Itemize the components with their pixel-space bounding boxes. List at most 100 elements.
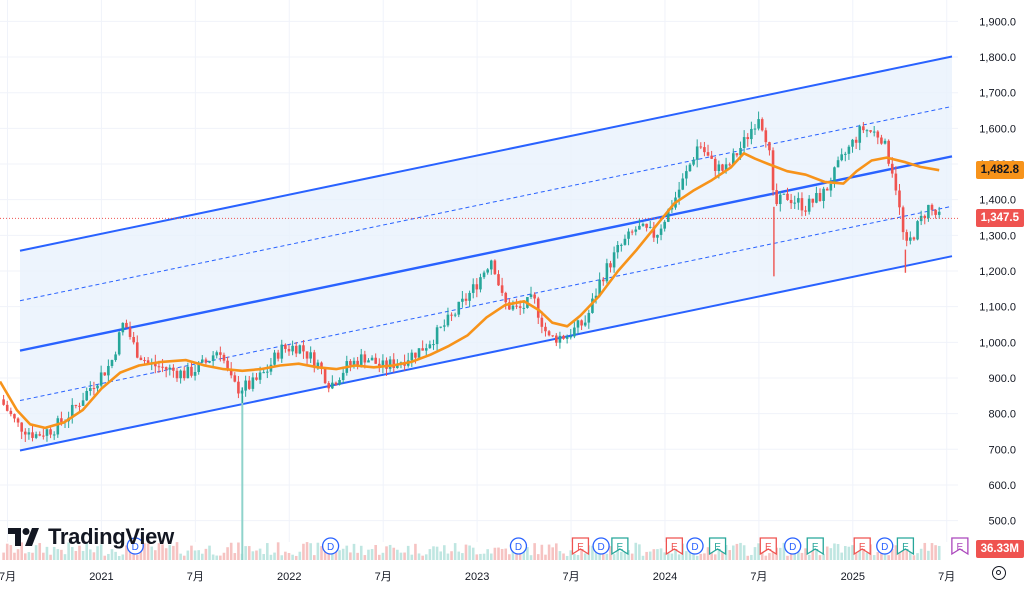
dividend-marker — [126, 537, 144, 555]
volume-bar — [862, 544, 865, 560]
volume-bar — [2, 552, 5, 560]
candle-body — [656, 234, 659, 238]
candle-body — [255, 377, 258, 380]
candle-body — [172, 367, 175, 371]
volume-bar — [172, 545, 175, 560]
price-axis[interactable]: 500.0 600.0 700.0 800.0 900.0 1,000.0 1,100.0 1… — [979, 16, 1016, 527]
candle-body — [616, 245, 620, 253]
volume-bar — [558, 551, 562, 560]
candle-body — [771, 150, 775, 191]
candle-body — [5, 404, 9, 411]
candle-body — [457, 301, 461, 315]
candle-body — [302, 345, 305, 352]
volume-bar — [937, 545, 941, 560]
volume-bar — [85, 542, 88, 560]
candle-body — [511, 305, 515, 310]
time-axis[interactable]: 7月 2021 7月 2022 7月 2023 7月 2024 7月 2025 7月 — [0, 571, 955, 583]
volume-bar — [338, 550, 341, 560]
candle-body — [901, 207, 905, 233]
candle-body — [580, 320, 583, 326]
candle-body — [276, 352, 280, 359]
candle-body — [818, 193, 822, 201]
candle-body — [843, 153, 847, 155]
volume-bar — [27, 552, 31, 560]
price-tick-label: 1,400.0 — [979, 195, 1016, 207]
volume-bar — [154, 550, 157, 560]
volume-bar — [710, 547, 713, 560]
volume-bar — [453, 543, 457, 560]
volume-bar — [609, 546, 612, 560]
candle-body — [370, 357, 374, 361]
volume-bar — [471, 547, 475, 560]
channel-lower-line — [19, 255, 953, 452]
candle-body — [847, 146, 851, 154]
candle-body — [822, 188, 825, 201]
volume-bar — [45, 546, 49, 560]
candle-body — [479, 277, 482, 290]
candle-body — [294, 345, 298, 354]
event-marker-label: E — [617, 542, 624, 553]
candle-body — [157, 366, 161, 368]
candle-body — [750, 128, 753, 140]
candle-body — [363, 354, 367, 363]
dividend-marker — [509, 537, 528, 555]
volume-bar — [544, 554, 547, 560]
candle-body — [912, 237, 916, 240]
volume-bar — [764, 555, 768, 560]
candle-body — [139, 357, 143, 361]
volume-bar — [385, 546, 388, 560]
volume-bar — [204, 548, 208, 560]
volume-bar — [648, 551, 652, 560]
volume-bar — [912, 555, 916, 560]
candle-body — [410, 352, 414, 361]
candle-body — [200, 359, 204, 363]
candle-body — [388, 359, 392, 369]
volume-bar — [894, 545, 898, 560]
channel-upper-line — [19, 55, 953, 252]
volume-bar — [89, 549, 92, 560]
candle-body — [377, 363, 381, 367]
candle-body — [237, 381, 240, 394]
candle-body — [872, 131, 876, 133]
volume-bar — [331, 551, 334, 560]
volume-bar — [291, 554, 294, 560]
candle-body — [482, 272, 486, 278]
candle-body — [49, 429, 52, 435]
volume-bar — [551, 547, 554, 560]
volume-bar — [114, 551, 117, 560]
candle-body — [728, 164, 731, 166]
candle-body — [42, 435, 45, 437]
candle-body — [273, 352, 276, 365]
volume-bar — [685, 551, 688, 560]
candle-body — [916, 221, 919, 240]
candle-body — [681, 178, 685, 190]
candle-body — [677, 189, 681, 198]
candle-body — [630, 231, 634, 233]
candle-body — [663, 221, 666, 229]
volume-bar — [500, 548, 504, 560]
tradingview-logo[interactable]: TradingView — [8, 524, 174, 550]
volume-bar — [13, 552, 16, 560]
candle-body — [175, 370, 179, 379]
volume-bar — [255, 550, 258, 560]
candle-body — [211, 355, 215, 362]
candle-body — [9, 410, 13, 415]
volume-bar — [49, 554, 52, 560]
candle-body — [414, 352, 417, 358]
candle-body — [536, 298, 540, 318]
chart-settings-icon[interactable] — [992, 566, 1006, 580]
last-price-label: 1,347.5 — [980, 212, 1019, 225]
candle-body — [724, 164, 728, 171]
volume-bar — [739, 542, 742, 560]
price-tick-label: 1,700.0 — [979, 88, 1016, 100]
volume-bar — [273, 552, 276, 560]
candle-body — [439, 326, 443, 328]
volume-bar — [410, 554, 414, 560]
candle-body — [746, 137, 750, 140]
volume-bar — [804, 548, 807, 560]
event-marker-label: D — [132, 542, 139, 553]
candle-body — [168, 367, 172, 370]
volume-bar — [182, 555, 186, 560]
brand-name: TradingView — [48, 524, 174, 549]
